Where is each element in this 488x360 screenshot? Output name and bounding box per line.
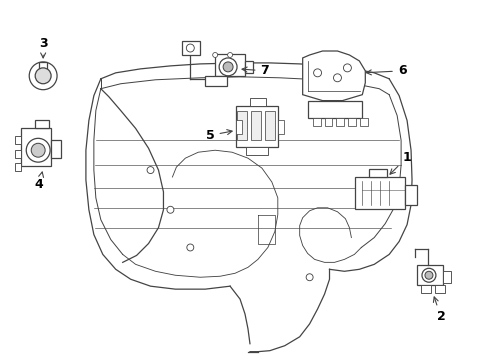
Bar: [244, 61, 252, 73]
Bar: [416, 265, 442, 285]
Bar: [355, 177, 404, 209]
Circle shape: [313, 69, 321, 77]
Bar: [236, 105, 277, 147]
Bar: [21, 129, 51, 166]
Bar: [249, 98, 265, 105]
Text: 3: 3: [39, 37, 47, 58]
Circle shape: [26, 138, 50, 162]
Bar: [35, 121, 49, 129]
Circle shape: [343, 64, 351, 72]
Bar: [182, 41, 200, 55]
Bar: [442, 271, 450, 283]
Text: 6: 6: [366, 64, 406, 77]
Bar: [420, 285, 430, 293]
Circle shape: [35, 68, 51, 84]
Bar: [360, 118, 367, 126]
Bar: [15, 150, 21, 158]
Bar: [277, 121, 283, 134]
Circle shape: [305, 274, 312, 281]
Bar: [324, 118, 332, 126]
Bar: [264, 111, 274, 140]
Text: 4: 4: [35, 172, 43, 192]
Polygon shape: [302, 51, 365, 100]
Bar: [434, 285, 444, 293]
Bar: [245, 147, 267, 155]
Bar: [215, 54, 244, 76]
Text: 5: 5: [205, 129, 232, 142]
Circle shape: [227, 53, 232, 58]
Bar: [347, 118, 356, 126]
Circle shape: [186, 244, 193, 251]
Text: 1: 1: [389, 151, 410, 174]
Bar: [336, 118, 344, 126]
Bar: [205, 76, 226, 86]
Bar: [312, 118, 320, 126]
Circle shape: [223, 62, 233, 72]
Circle shape: [212, 53, 217, 58]
Bar: [237, 111, 246, 140]
Bar: [404, 185, 416, 205]
Bar: [15, 163, 21, 171]
Bar: [39, 62, 47, 70]
Bar: [51, 140, 61, 158]
Circle shape: [29, 62, 57, 90]
Bar: [368, 169, 386, 177]
Circle shape: [31, 143, 45, 157]
Circle shape: [424, 271, 432, 279]
Bar: [15, 136, 21, 144]
Bar: [307, 100, 362, 118]
Text: 7: 7: [242, 64, 269, 77]
Bar: [250, 111, 261, 140]
Circle shape: [166, 206, 174, 213]
Circle shape: [147, 167, 154, 174]
Circle shape: [186, 44, 194, 52]
Bar: [236, 121, 242, 134]
Circle shape: [219, 58, 237, 76]
Text: 2: 2: [432, 297, 445, 323]
Circle shape: [333, 74, 341, 82]
Circle shape: [421, 268, 435, 282]
